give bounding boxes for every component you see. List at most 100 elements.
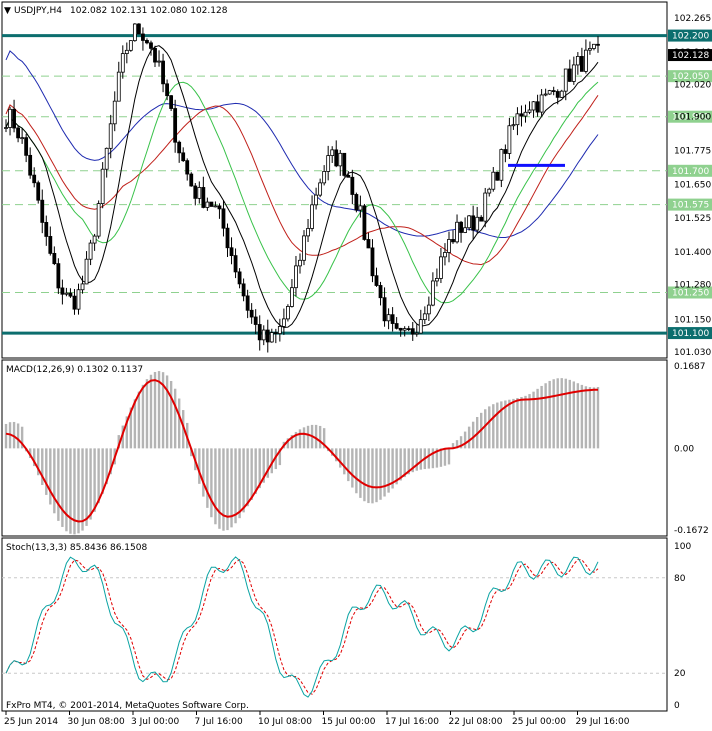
candle-body: [64, 292, 69, 295]
macd-bar: [339, 448, 342, 468]
macd-bar: [157, 371, 161, 449]
macd-bar: [375, 448, 378, 503]
candle-body: [153, 47, 157, 63]
ma-red-line: [5, 95, 599, 266]
candle-body: [527, 109, 532, 113]
chart-dropdown-icon[interactable]: ▼: [4, 6, 11, 16]
candle-body: [56, 263, 61, 289]
macd-bar: [576, 383, 580, 449]
macd-bar: [202, 448, 205, 497]
candle-body: [290, 287, 294, 307]
candle-body: [491, 171, 496, 190]
candle-body: [128, 40, 133, 51]
candle-body: [40, 199, 45, 223]
macd-bar: [12, 421, 16, 449]
candle-body: [76, 289, 81, 310]
macd-bar: [411, 448, 414, 473]
macd-bar: [65, 448, 68, 532]
macd-bar: [250, 448, 253, 500]
level-tag-bg: [668, 327, 712, 340]
macd-bar: [16, 423, 20, 449]
macd-bar: [161, 372, 165, 449]
macd-bar: [520, 397, 523, 449]
stoch-panel[interactable]: [1, 537, 668, 712]
macd-bar: [459, 436, 463, 449]
candle-body: [24, 137, 29, 156]
macd-bar: [351, 448, 354, 488]
candle-body: [141, 33, 145, 41]
level-tag-101.100: 101.100: [672, 329, 709, 339]
candle-body: [535, 101, 540, 113]
macd-bar: [198, 448, 201, 484]
candle-body: [181, 152, 186, 162]
level-tag-bg: [668, 29, 712, 42]
level-tag-102.050: 102.050: [672, 72, 709, 82]
x-label-5: 15 Jul 00:00: [322, 717, 376, 727]
macd-bar: [447, 448, 451, 465]
macd-bar: [383, 448, 386, 497]
macd-bar: [568, 379, 571, 449]
macd-bar: [190, 448, 193, 457]
x-label-7: 22 Jul 08:00: [449, 717, 503, 727]
candle-body: [422, 313, 427, 321]
candle-body: [567, 68, 572, 82]
x-label-0: 25 Jun 2014: [4, 717, 58, 727]
level-tag-bg: [668, 286, 712, 299]
level-tag-bg: [668, 110, 712, 123]
x-label-3: 7 Jul 16:00: [195, 717, 244, 727]
macd-panel[interactable]: [1, 359, 668, 537]
candle-body: [177, 141, 182, 154]
macd-bar: [302, 427, 306, 449]
candle-body: [503, 149, 508, 154]
macd-bar: [391, 448, 394, 489]
candle-body: [559, 90, 564, 98]
macd-bar: [512, 398, 515, 449]
candle-body: [382, 297, 387, 322]
macd-bar: [399, 448, 402, 481]
price-panel[interactable]: [1, 1, 668, 359]
candle-body: [197, 187, 202, 199]
macd-bar: [347, 448, 350, 482]
candle-body: [241, 283, 246, 297]
macd-bar: [544, 383, 547, 449]
candle-body: [52, 252, 57, 265]
price-tick-101.775: 101.775: [674, 147, 711, 157]
macd-bar: [335, 448, 338, 462]
macd-bar: [210, 448, 213, 518]
macd-bar: [77, 448, 80, 534]
macd-bar: [564, 378, 567, 449]
macd-bar: [524, 395, 527, 449]
macd-bar: [33, 448, 36, 467]
candle-body: [48, 236, 53, 254]
macd-bar: [218, 448, 221, 529]
x-label-4: 10 Jul 08:00: [258, 717, 312, 727]
macd-bar: [492, 404, 495, 449]
candle-body: [124, 49, 129, 54]
macd-signal-line: [5, 379, 598, 523]
macd-bar: [500, 401, 503, 449]
macd-tick--0.1672: -0.1672: [674, 526, 709, 536]
macd-bar: [552, 379, 555, 449]
macd-bar: [105, 448, 108, 485]
ohlc-readout: 102.082 102.131 102.080 102.128: [70, 6, 228, 16]
candle-body: [100, 168, 105, 204]
macd-bar: [407, 448, 410, 475]
macd-bar: [322, 428, 326, 449]
macd-bar: [403, 448, 406, 478]
macd-bar: [540, 385, 543, 449]
candle-body: [330, 149, 335, 156]
candle-body: [116, 71, 121, 102]
macd-bar: [230, 448, 233, 528]
macd-bar: [20, 426, 24, 449]
macd-bar: [206, 448, 209, 508]
candle-body: [233, 255, 238, 273]
macd-bar: [278, 448, 282, 466]
macd-bar: [443, 448, 447, 466]
candle-body: [346, 174, 351, 178]
level-tag-102.200: 102.200: [672, 32, 709, 42]
macd-bar: [274, 448, 278, 470]
macd-bar: [415, 448, 418, 471]
macd-bar: [371, 448, 374, 504]
ma-black-line: [5, 45, 599, 329]
